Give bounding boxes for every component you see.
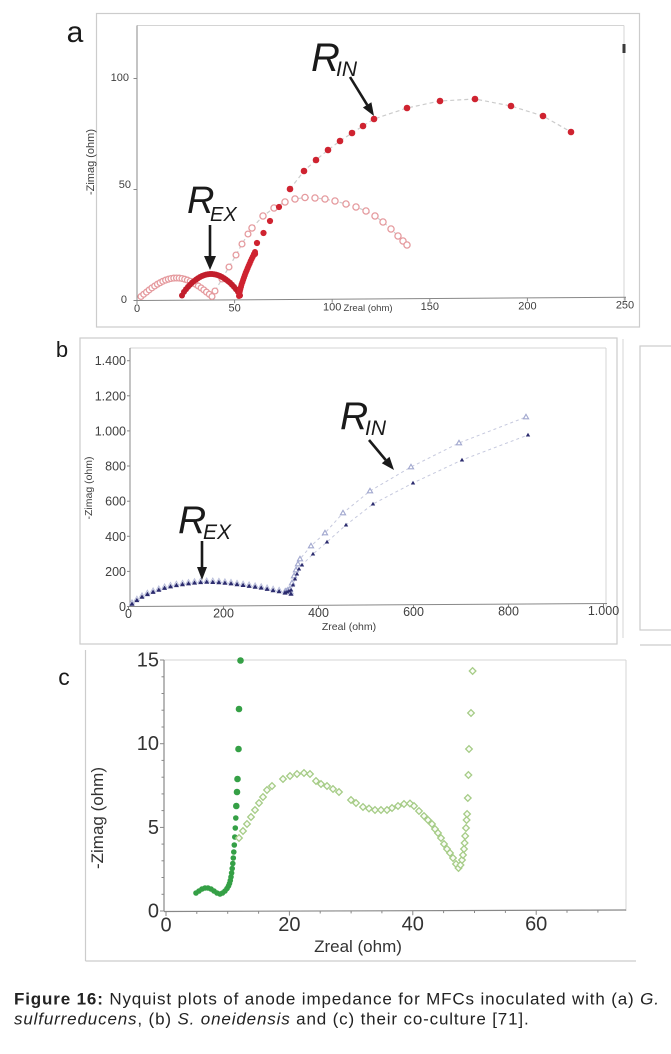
svg-text:20: 20 — [278, 914, 300, 936]
svg-text:50: 50 — [119, 179, 131, 191]
svg-text:800: 800 — [498, 605, 519, 619]
svg-text:400: 400 — [105, 530, 126, 544]
svg-text:R: R — [340, 395, 368, 438]
svg-text:100: 100 — [323, 302, 341, 314]
svg-text:0: 0 — [125, 607, 132, 621]
svg-text:60: 60 — [525, 913, 547, 935]
svg-text:EX: EX — [203, 521, 232, 544]
svg-text:IN: IN — [336, 58, 358, 81]
svg-text:15: 15 — [137, 650, 159, 672]
svg-text:200: 200 — [213, 606, 234, 620]
svg-text:150: 150 — [421, 301, 439, 313]
svg-text:1.200: 1.200 — [95, 389, 126, 403]
svg-text:0: 0 — [119, 600, 126, 614]
svg-text:600: 600 — [403, 605, 424, 619]
svg-text:0: 0 — [134, 303, 140, 315]
svg-text:0: 0 — [121, 294, 127, 306]
svg-text:R: R — [187, 180, 214, 222]
svg-text:Zreal (ohm): Zreal (ohm) — [343, 303, 392, 314]
svg-text:600: 600 — [105, 495, 126, 509]
svg-text:c: c — [58, 664, 70, 690]
svg-text:EX: EX — [210, 204, 237, 226]
svg-text:R: R — [311, 36, 340, 80]
svg-text:200: 200 — [518, 300, 536, 312]
svg-text:b: b — [56, 337, 68, 362]
svg-text:0: 0 — [148, 901, 159, 923]
svg-text:Zreal (ohm): Zreal (ohm) — [322, 621, 376, 633]
svg-text:200: 200 — [105, 565, 126, 579]
svg-text:1.400: 1.400 — [95, 354, 126, 368]
svg-text:-Zimag (ohm): -Zimag (ohm) — [88, 767, 107, 869]
svg-text:1.000: 1.000 — [95, 424, 126, 438]
svg-text:R: R — [178, 499, 206, 542]
svg-text:5: 5 — [148, 817, 159, 839]
svg-text:IN: IN — [365, 417, 387, 440]
svg-text:Figure 16: Nyquist plots of an: Figure 16: Nyquist plots of anode impeda… — [14, 990, 660, 1009]
svg-text:400: 400 — [308, 606, 329, 620]
svg-text:100: 100 — [111, 72, 129, 84]
svg-text:250: 250 — [616, 300, 634, 312]
svg-text:-Zimag (ohm): -Zimag (ohm) — [85, 129, 97, 195]
svg-text:sulfurreducens, (b) S. oneiden: sulfurreducens, (b) S. oneidensis and (c… — [14, 1010, 530, 1029]
svg-text:0: 0 — [160, 915, 171, 937]
svg-text:1.000: 1.000 — [588, 604, 619, 618]
svg-text:-Zimag (ohm): -Zimag (ohm) — [83, 456, 95, 519]
svg-text:50: 50 — [228, 302, 240, 314]
svg-text:a: a — [67, 16, 84, 49]
svg-text:10: 10 — [137, 733, 159, 755]
svg-text:800: 800 — [105, 460, 126, 474]
svg-text:40: 40 — [402, 914, 424, 936]
svg-text:Zreal (ohm): Zreal (ohm) — [314, 937, 402, 956]
